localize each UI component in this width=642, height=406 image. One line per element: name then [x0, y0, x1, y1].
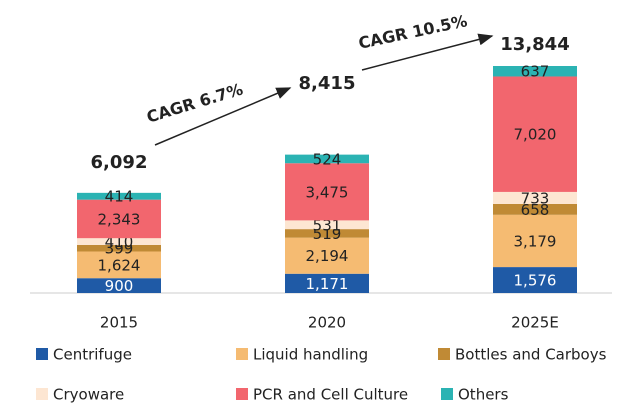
bar-segment: [285, 220, 369, 230]
bar-segment: [493, 191, 577, 204]
total-label: 8,415: [299, 73, 356, 94]
bar-segment: [493, 267, 577, 293]
bar-segment: [285, 273, 369, 293]
bar-segment: [77, 278, 161, 293]
bar-segment: [285, 237, 369, 274]
bar-segment: [77, 244, 161, 252]
legend-swatch: [236, 348, 248, 360]
data-label: 1,576: [514, 272, 557, 290]
data-label: 2,194: [306, 247, 349, 265]
legend-label: Cryoware: [53, 386, 124, 404]
bar-segment: [77, 251, 161, 279]
legend-swatch: [438, 348, 450, 360]
bar-segment: [493, 76, 577, 192]
arrow: [154, 87, 292, 146]
data-label: 519: [313, 225, 342, 243]
legend-label: PCR and Cell Culture: [253, 386, 408, 404]
arrow: [361, 33, 494, 71]
data-label: 1,624: [98, 256, 141, 274]
data-label: 1,171: [306, 275, 349, 293]
bar-segment: [77, 238, 161, 245]
x-tick-label: 2020: [308, 314, 346, 332]
bar-segment: [77, 199, 161, 239]
bar-segment: [77, 192, 161, 200]
bar-segment: [285, 154, 369, 164]
bar-segment: [285, 163, 369, 221]
legend-swatch: [36, 348, 48, 360]
data-label: 2,343: [98, 210, 141, 228]
legend-label: Bottles and Carboys: [455, 346, 607, 364]
data-label: 414: [105, 188, 134, 206]
data-label: 531: [313, 216, 342, 234]
data-label: 524: [313, 150, 342, 168]
data-label: 733: [521, 189, 550, 207]
data-label: 3,179: [514, 232, 557, 250]
x-tick-label: 2015: [100, 314, 138, 332]
data-label: 637: [521, 63, 550, 81]
data-label: 3,475: [306, 183, 349, 201]
data-label: 7,020: [514, 126, 557, 144]
bar-segment: [285, 229, 369, 238]
legend-label: Centrifuge: [53, 346, 132, 364]
legend-label: Others: [458, 386, 509, 404]
legend-swatch: [441, 388, 453, 400]
annotation: CAGR 6.7%: [144, 79, 245, 126]
total-label: 13,844: [500, 34, 569, 55]
total-label: 6,092: [91, 152, 148, 173]
legend-swatch: [36, 388, 48, 400]
x-tick-label: 2025E: [511, 314, 559, 332]
bar-segment: [493, 66, 577, 77]
data-label: 658: [521, 201, 550, 219]
bar-segment: [493, 203, 577, 215]
bar-segment: [493, 214, 577, 268]
data-label: 900: [105, 277, 134, 295]
legend-label: Liquid handling: [253, 346, 368, 364]
legend-swatch: [236, 388, 248, 400]
